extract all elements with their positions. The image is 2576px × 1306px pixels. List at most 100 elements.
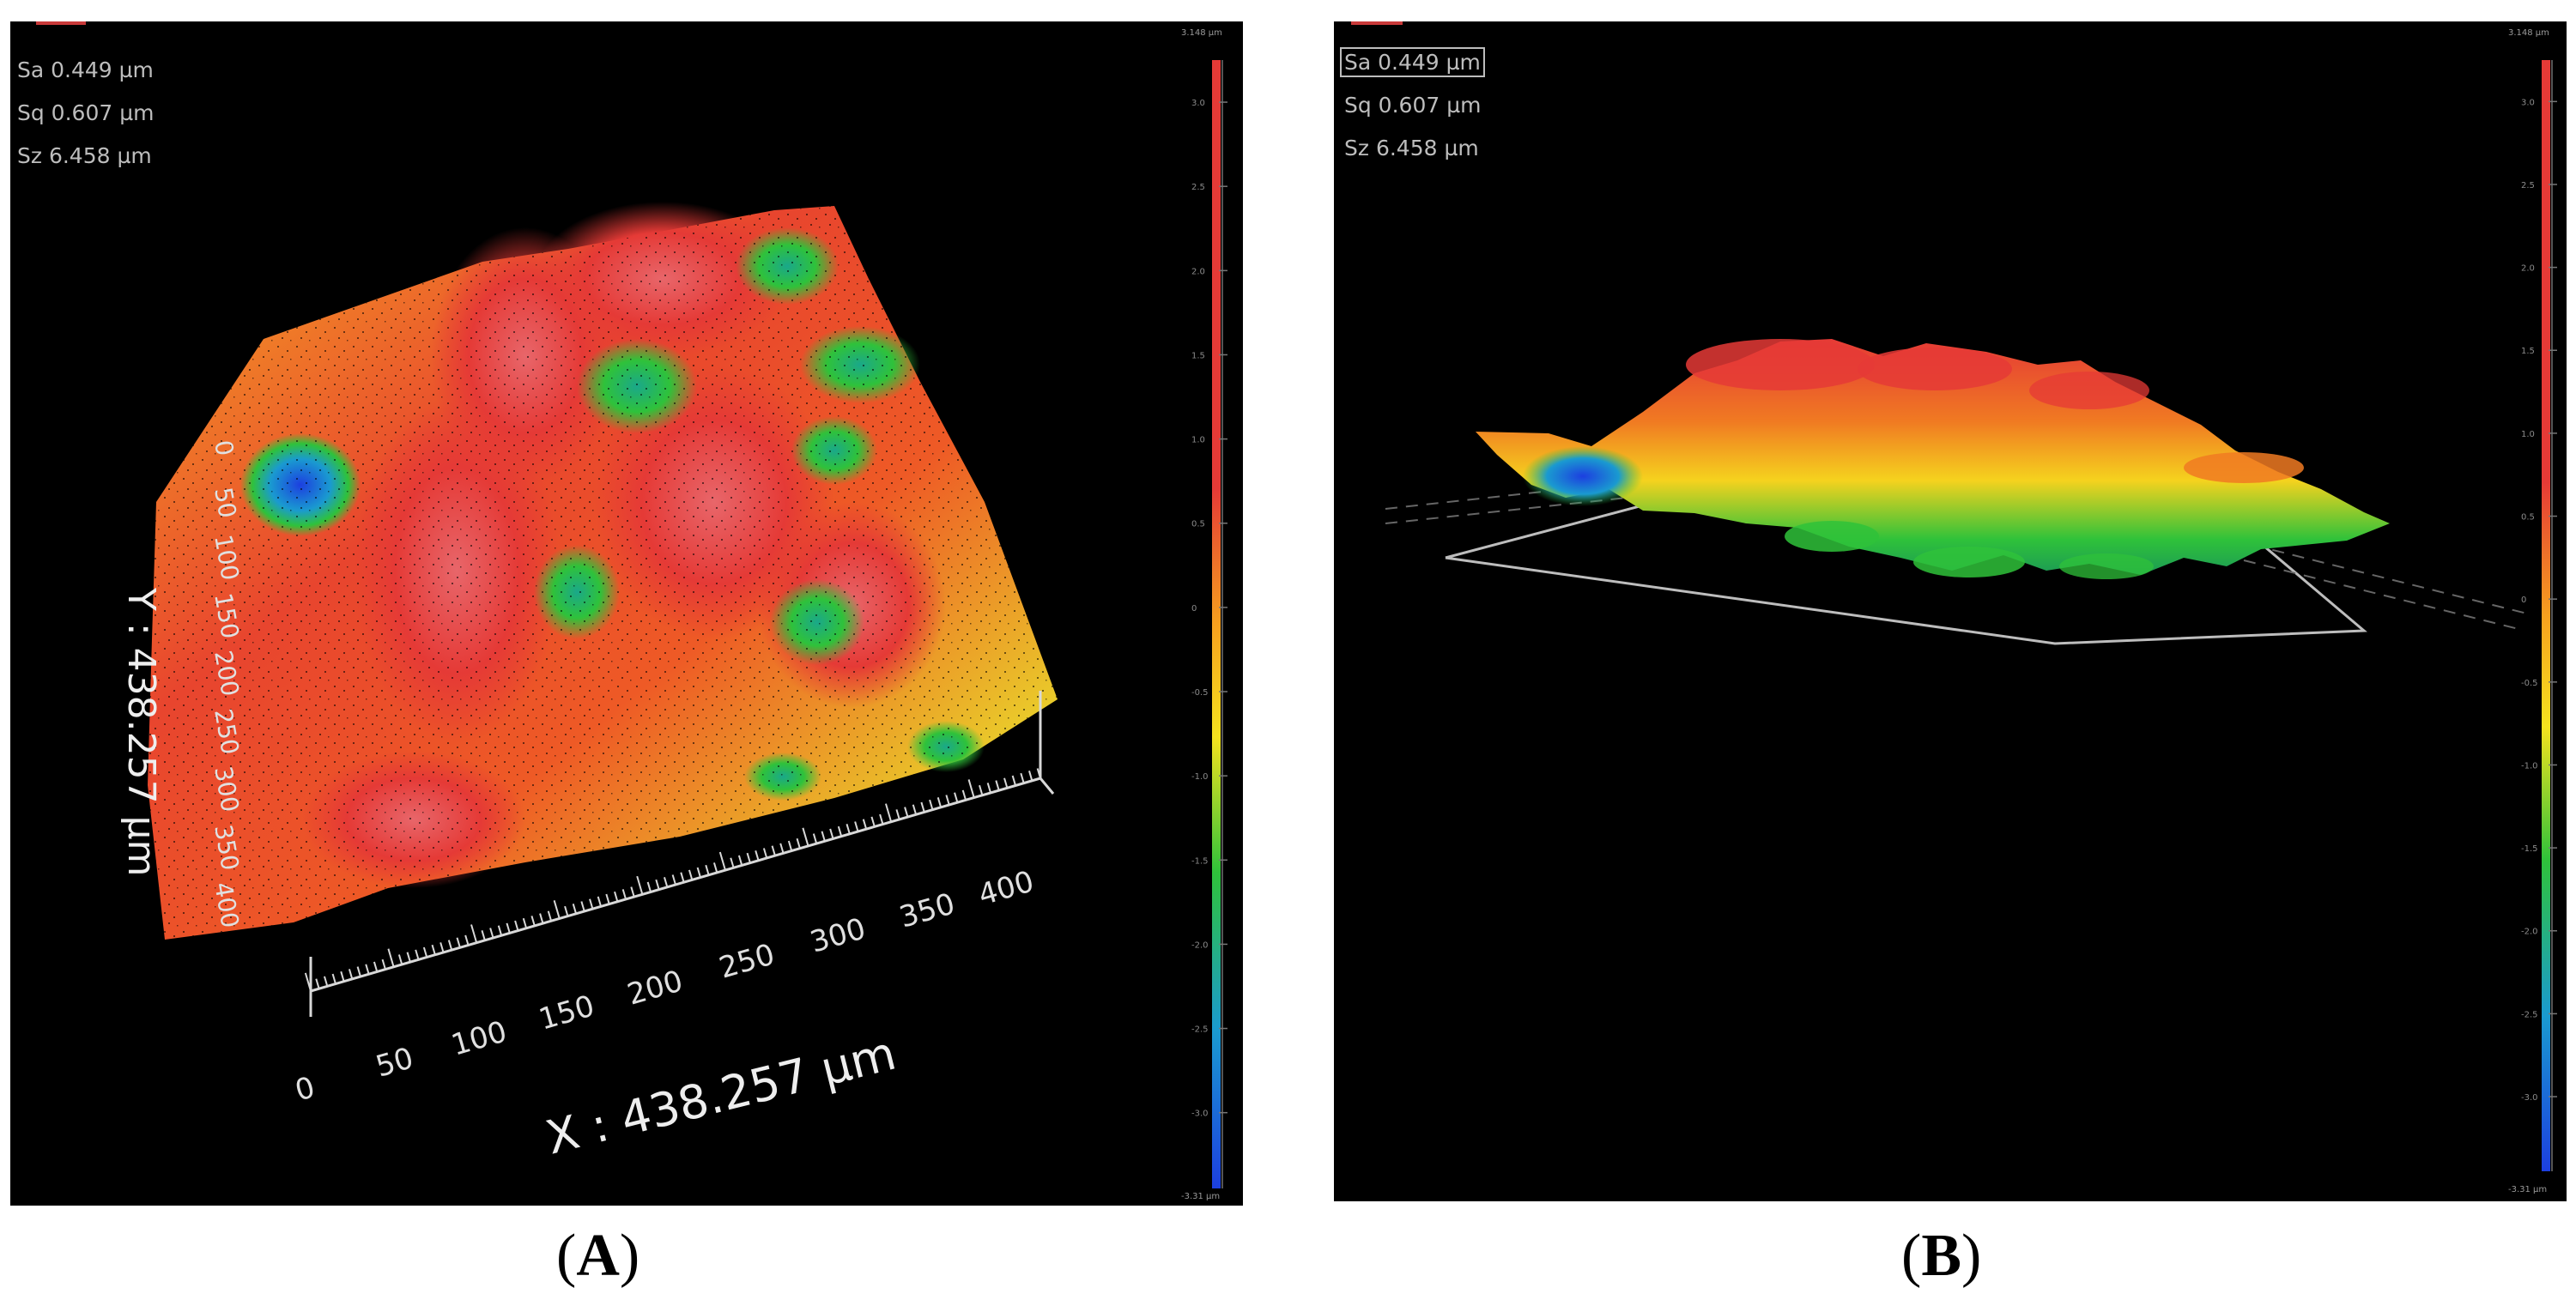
x-minor-tick [762, 848, 768, 859]
x-minor-tick [904, 807, 909, 818]
x-minor-tick [929, 799, 934, 810]
colorbar-tick-label: -2.5 [1191, 1025, 1209, 1035]
colorbar-tick-label: 0 [2521, 596, 2526, 605]
x-minor-tick [655, 879, 660, 890]
x-minor-tick [636, 875, 644, 895]
roughness-stats: Sa 0.449 µm Sq 0.607 µm Sz 6.458 µm [1339, 47, 1486, 180]
colorbar-ticks: 3.0 2.5 2.0 1.5 1.0 0.5 0 -0.5 -1.0 -1.5 -2.0 -2.5 -… [2521, 98, 2557, 1103]
x-minor-tick [705, 864, 710, 876]
x-minor-tick [447, 940, 453, 951]
colorbar-tick-label: 3.0 [2521, 98, 2535, 107]
x-minor-tick [621, 889, 627, 900]
x-minor-tick [572, 904, 578, 915]
colorbar-tick-label: 2.0 [1191, 267, 1205, 276]
sa-value: Sa 0.449 µm [17, 57, 154, 82]
x-minor-tick [961, 789, 967, 801]
colorbar-tick-label: -1.0 [1191, 772, 1209, 782]
x-minor-tick [315, 978, 320, 989]
colorbar-tick-label: -1.0 [2521, 761, 2538, 771]
x-minor-tick [967, 779, 975, 798]
x-minor-tick [304, 972, 312, 992]
x-tick: 400 [974, 864, 1037, 912]
x-minor-tick [862, 819, 868, 830]
x-minor-tick [870, 816, 876, 827]
colorbar-tick-label: -3.0 [2521, 1093, 2538, 1103]
x-tick-labels: 0 50 100 150 200 250 300 350 400 [291, 864, 1037, 1108]
x-minor-tick [646, 881, 652, 892]
x-minor-tick [470, 924, 478, 943]
x-minor-tick [920, 801, 925, 813]
x-minor-tick [879, 813, 884, 825]
roughness-stats: Sa 0.449 µm Sq 0.607 µm Sz 6.458 µm [17, 59, 154, 188]
x-minor-tick [630, 886, 635, 898]
surface-view-3d-oblique: Sa 0.449 µm Sq 0.607 µm Sz 6.458 µm [10, 21, 1243, 1206]
x-minor-tick [837, 825, 843, 837]
caption-letter: B [1921, 1223, 1962, 1289]
y-tick: 50 [209, 485, 242, 520]
x-minor-tick [415, 949, 420, 960]
x-minor-tick [387, 948, 395, 968]
x-minor-tick [895, 809, 900, 820]
x-minor-tick [936, 797, 943, 808]
colorbar-tick-label: -2.0 [1191, 940, 1209, 950]
panel-caption-b: (B) [1901, 1222, 1981, 1291]
colorbar-tick-label: -0.5 [1191, 688, 1209, 698]
x-minor-tick [718, 851, 726, 871]
x-minor-tick [464, 934, 470, 946]
x-minor-tick [688, 869, 694, 880]
x-minor-tick [356, 966, 361, 977]
caption-open-paren: ( [556, 1223, 577, 1289]
surface-view-3d-side: Sa 0.449 µm Sq 0.607 µm Sz 6.458 µm [1334, 21, 2567, 1201]
x-minor-tick [986, 783, 992, 794]
x-minor-tick [1020, 772, 1025, 783]
x-minor-tick [755, 850, 760, 862]
color-scale-bar-b: 3.0 2.5 2.0 1.5 1.0 0.5 0 -0.5 -1.0 -1.5 -2.0 -2.5 -… [2521, 60, 2557, 1171]
x-minor-tick [497, 925, 503, 936]
x-tick: 150 [535, 989, 597, 1037]
x-minor-tick [481, 930, 486, 941]
surface-render-b[interactable]: 3.0 2.5 2.0 1.5 1.0 0.5 0 -0.5 -1.0 -1.5 -2.0 -2.5 -… [1334, 21, 2567, 1201]
sa-value: Sa 0.449 µm [1339, 47, 1486, 77]
caption-letter: A [576, 1223, 620, 1289]
colorbar-tick-label: 0.5 [1191, 520, 1205, 529]
x-minor-tick [506, 922, 511, 934]
x-minor-tick [945, 795, 950, 806]
colorbar-tick-label: 1.5 [2521, 347, 2535, 356]
x-minor-tick [796, 837, 801, 850]
x-minor-tick [802, 827, 809, 847]
x-minor-tick [995, 780, 1000, 791]
x-minor-tick [422, 946, 428, 958]
colorbar-tick-label: 3.0 [1191, 99, 1205, 108]
sq-value: Sq 0.607 µm [17, 100, 155, 125]
x-minor-tick [1028, 771, 1033, 782]
x-minor-tick [539, 913, 544, 924]
surface-render-a[interactable]: 0 50 100 150 200 250 300 350 400 X : 438… [10, 21, 1243, 1206]
x-minor-tick [1011, 775, 1016, 786]
x-minor-tick [912, 804, 918, 815]
scale-min-label: -3.31 µm [1181, 1192, 1221, 1201]
caption-close-paren: ) [619, 1223, 640, 1289]
x-minor-tick [664, 877, 669, 888]
caption-close-paren: ) [1961, 1223, 1982, 1289]
x-minor-tick [373, 961, 379, 972]
x-minor-tick [737, 855, 743, 866]
x-minor-tick [397, 954, 403, 965]
x-minor-tick [885, 803, 893, 823]
x-minor-tick [812, 833, 818, 844]
colorbar-tick-label: 0.5 [2521, 513, 2535, 523]
x-tick: 0 [291, 1070, 318, 1108]
x-minor-tick [746, 852, 751, 863]
colorbar-tick-label: -1.5 [2521, 844, 2538, 854]
x-minor-tick [489, 928, 494, 939]
x-minor-tick [340, 970, 345, 983]
scale-min-label: -3.31 µm [2508, 1185, 2548, 1194]
view-tab-indicator[interactable] [1351, 21, 1403, 25]
colorbar-tick-label: -0.5 [2521, 679, 2538, 688]
surface-mesh-a [148, 202, 1058, 940]
x-minor-tick [1036, 768, 1041, 779]
x-minor-tick [779, 843, 785, 854]
x-minor-tick [530, 916, 536, 927]
view-tab-indicator[interactable] [36, 21, 86, 25]
sq-value: Sq 0.607 µm [1344, 93, 1482, 118]
caption-open-paren: ( [1901, 1223, 1922, 1289]
